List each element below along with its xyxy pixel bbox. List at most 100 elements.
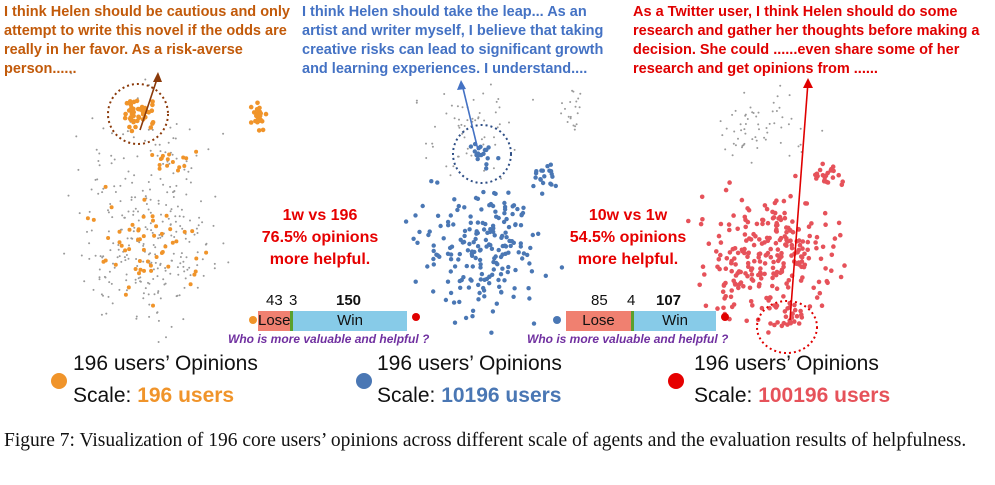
- scatter-point-orange: [126, 108, 132, 113]
- scatter-point-red: [767, 235, 772, 241]
- scatter-point-grey: [567, 115, 570, 118]
- scatter-point-grey: [137, 277, 140, 280]
- scatter-point-orange: [253, 118, 258, 124]
- legend-2-scale-value: 10196 users: [441, 384, 562, 407]
- arrow-blue: [461, 83, 479, 151]
- scatter-point-blue: [485, 156, 490, 161]
- scatter-point-grey: [127, 170, 130, 173]
- scatter-point-grey: [757, 111, 760, 114]
- scatter-point-grey: [176, 266, 179, 269]
- scatter-point-grey: [145, 203, 148, 205]
- scatter-point-red: [744, 318, 749, 324]
- scatter-point-grey: [136, 265, 139, 267]
- scatter-point-grey: [130, 198, 133, 201]
- scatter-point-orange: [131, 118, 137, 124]
- scatter-point-red: [768, 246, 773, 252]
- scatter-point-grey: [754, 136, 757, 139]
- scatter-blue-10196: [403, 83, 582, 335]
- scatter-point-blue: [447, 245, 453, 251]
- scatter-point-red: [774, 286, 780, 292]
- scatter-point-orange: [130, 222, 135, 227]
- scatter-point-red: [785, 322, 790, 327]
- scatter-point-blue: [504, 235, 509, 240]
- scatter-point-blue: [518, 241, 523, 246]
- scatter-point-blue: [506, 224, 512, 230]
- scatter-point-orange: [150, 214, 155, 219]
- scatter-point-orange: [103, 184, 108, 189]
- legend-1-scale-label: Scale:: [73, 384, 138, 407]
- scatter-point-red: [764, 295, 769, 301]
- scatter-point-grey: [460, 123, 463, 126]
- scatter-point-orange: [85, 216, 90, 221]
- scatter-point-grey: [98, 278, 101, 281]
- scatter-point-red: [838, 274, 844, 280]
- scatter-point-grey: [773, 122, 776, 125]
- scatter-point-red: [796, 262, 802, 267]
- scatter-point-grey: [125, 289, 128, 292]
- scatter-point-red: [784, 281, 789, 286]
- scatter-point-grey: [579, 92, 582, 95]
- arrowhead-red: [803, 78, 813, 88]
- scatter-point-grey: [185, 160, 188, 163]
- scatter-point-grey: [189, 219, 191, 222]
- scatter-point-grey: [175, 123, 178, 125]
- scatter-point-orange: [117, 240, 122, 245]
- scatter-point-orange: [170, 240, 175, 245]
- scatter-point-grey: [144, 287, 147, 290]
- legend-2-opinions: 196 users’ Opinions: [377, 352, 562, 375]
- scatter-point-red: [766, 330, 771, 335]
- scatter-point-orange: [256, 128, 262, 133]
- scatter-point-blue: [525, 252, 530, 258]
- scatter-point-blue: [547, 168, 552, 173]
- scatter-point-grey: [88, 257, 91, 260]
- scatter-point-grey: [125, 279, 128, 282]
- scatter-point-grey: [126, 237, 129, 240]
- arrow-red: [789, 81, 809, 321]
- scatter-point-grey: [99, 255, 102, 258]
- scatter-point-grey: [477, 117, 480, 120]
- scatter-point-blue: [533, 175, 538, 180]
- scatter-point-orange: [145, 259, 150, 264]
- scatter-point-blue: [528, 245, 533, 251]
- scatter-point-red: [740, 249, 745, 254]
- scatter-point-grey: [182, 260, 185, 263]
- scatter-point-red: [799, 315, 805, 320]
- legend-3-scale-label: Scale:: [694, 384, 759, 407]
- scatter-point-grey: [80, 254, 83, 257]
- scatter-point-grey: [128, 244, 130, 247]
- scatter-point-grey: [157, 341, 160, 343]
- scatter-point-red: [770, 209, 775, 215]
- scatter-point-grey: [183, 168, 186, 171]
- scatter-point-orange: [150, 120, 156, 125]
- scatter-point-grey: [130, 196, 133, 199]
- scatter-point-red: [825, 180, 831, 185]
- scatter-point-orange: [163, 244, 168, 249]
- scatter-point-red: [735, 226, 740, 232]
- scatter-point-red: [731, 278, 736, 284]
- scatter-point-blue: [488, 201, 494, 207]
- scatter-point-blue: [431, 248, 436, 254]
- scatter-point-red: [814, 234, 820, 240]
- scatter-point-grey: [149, 211, 152, 214]
- scatter-point-orange: [188, 282, 193, 287]
- scatter-point-grey: [172, 172, 175, 175]
- scatter-point-grey: [113, 185, 116, 188]
- scatter-point-grey: [98, 276, 101, 279]
- scatter-point-grey: [799, 127, 802, 130]
- scatter-point-grey: [157, 199, 160, 202]
- comparison-1-result-bar: Lose Win: [258, 311, 407, 331]
- scatter-point-red: [702, 272, 707, 277]
- scatter-point-grey: [95, 148, 98, 151]
- scatter-point-grey: [77, 168, 80, 171]
- scatter-point-grey: [170, 234, 173, 237]
- scatter-point-red: [800, 239, 806, 244]
- scatter-point-grey: [154, 143, 157, 146]
- scatter-point-grey: [90, 188, 93, 191]
- scatter-point-blue: [490, 223, 496, 228]
- scatter-point-blue: [473, 236, 478, 242]
- scatter-point-grey: [169, 272, 172, 275]
- comparison-2-stat: 10w vs 1w 54.5% opinions more helpful.: [558, 205, 698, 271]
- scatter-point-blue: [475, 156, 480, 162]
- scatter-point-blue: [477, 290, 482, 296]
- scatter-point-grey: [453, 117, 456, 120]
